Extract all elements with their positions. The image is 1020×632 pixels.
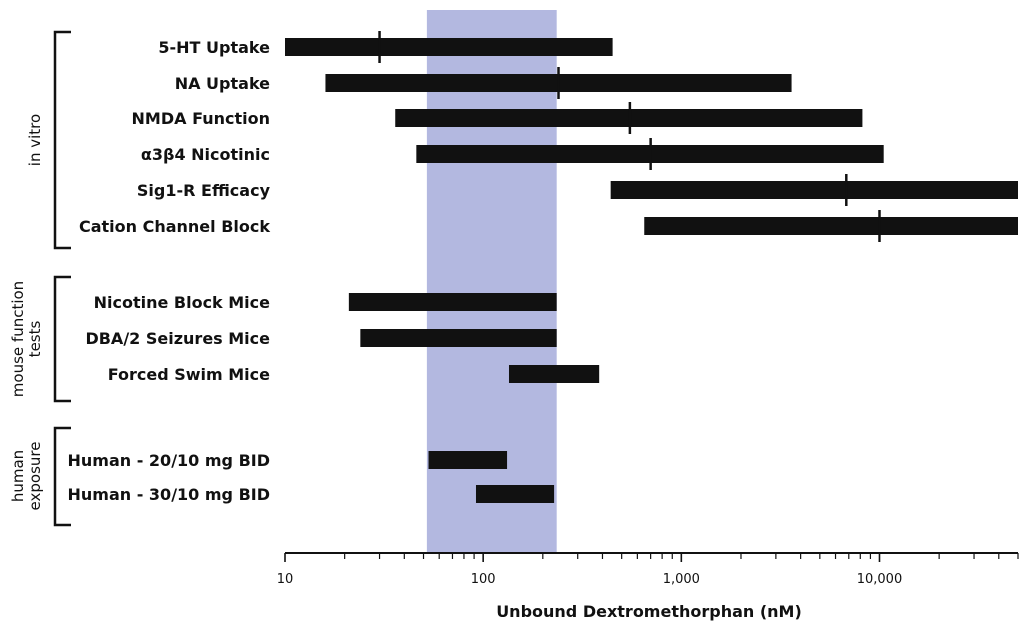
row-label: Nicotine Block Mice [94, 293, 271, 312]
row-label: Human - 30/10 mg BID [68, 485, 271, 504]
x-tick-label: 100 [471, 572, 496, 587]
range-bar [644, 217, 1018, 235]
range-bar [285, 38, 613, 56]
row-label: NMDA Function [132, 109, 270, 128]
range-bar [508, 365, 600, 383]
group-label: in vitro [26, 114, 44, 166]
row-label: Forced Swim Mice [108, 365, 270, 384]
x-axis-title: Unbound Dextromethorphan (nM) [496, 602, 802, 621]
group-bracket [53, 30, 71, 250]
range-bar [348, 293, 557, 311]
row-label: Sig1-R Efficacy [137, 181, 271, 200]
range-bar [475, 485, 555, 503]
range-bar [610, 181, 1018, 199]
x-tick-label: 10,000 [857, 572, 903, 587]
row-label: 5-HT Uptake [158, 38, 270, 57]
row-label: NA Uptake [175, 74, 270, 93]
row-label: Human - 20/10 mg BID [68, 451, 271, 470]
x-axis: 10 100 1,000 10,000 [277, 552, 1019, 587]
group-label: exposure [26, 442, 44, 511]
group-label: human [9, 450, 27, 502]
x-tick-label: 1,000 [663, 572, 700, 587]
group-bracket [53, 275, 71, 403]
range-bar [428, 451, 508, 469]
row-labels-layer: 5-HT Uptake NA Uptake NMDA Function α3β4 Ni… [68, 38, 271, 504]
range-bar [360, 329, 557, 347]
row-label: α3β4 Nicotinic [141, 145, 270, 164]
bars-layer [285, 31, 1018, 503]
group-label: tests [26, 321, 44, 358]
group-label: mouse function [9, 281, 27, 397]
group-brackets-layer: in vitro mouse function tests human exposure [9, 30, 71, 527]
row-label: DBA/2 Seizures Mice [85, 329, 270, 348]
group-bracket [53, 426, 71, 527]
row-label: Cation Channel Block [79, 217, 270, 236]
x-tick-label: 10 [277, 572, 294, 587]
